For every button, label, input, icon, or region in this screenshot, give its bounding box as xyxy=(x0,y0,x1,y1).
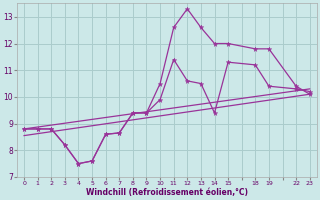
X-axis label: Windchill (Refroidissement éolien,°C): Windchill (Refroidissement éolien,°C) xyxy=(86,188,248,197)
